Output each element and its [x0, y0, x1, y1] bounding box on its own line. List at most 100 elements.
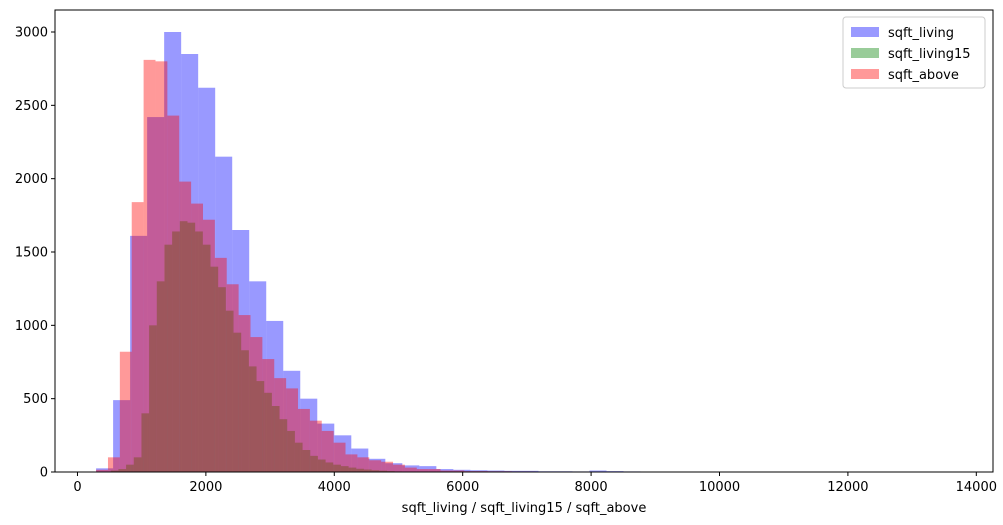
histogram-bar	[393, 464, 405, 472]
histogram-bar	[402, 465, 420, 472]
histogram-bar	[256, 381, 265, 472]
histogram-bar	[195, 231, 203, 472]
x-axis: 0 2000 4000 6000 8000 10000 12000 14000	[73, 472, 997, 495]
plot-frame	[54, 9, 994, 473]
histogram-bar	[164, 244, 173, 472]
histogram-bar	[179, 181, 192, 472]
histogram-bar	[589, 470, 607, 472]
x-tick-label: 6000	[446, 480, 479, 495]
histogram-bar	[302, 450, 311, 472]
histogram-bar	[333, 464, 341, 472]
histogram-bar	[348, 467, 357, 472]
series-sqft-living15	[110, 221, 457, 472]
histogram-bar	[118, 469, 127, 472]
y-tick-label: 1000	[15, 319, 48, 334]
x-axis-label: sqft_living / sqft_living15 / sqft_above	[402, 501, 647, 516]
histogram-bar	[181, 54, 199, 472]
histogram-bar	[279, 419, 288, 472]
histogram-bar	[155, 61, 168, 472]
histogram-bar	[130, 235, 148, 472]
histogram-bar	[96, 469, 108, 472]
x-tick-label: 14000	[956, 480, 997, 495]
histogram-bar	[156, 281, 165, 472]
histogram-bar	[133, 457, 142, 472]
histogram-bar	[470, 470, 488, 472]
histogram-bar	[309, 420, 322, 472]
histogram-bar	[287, 430, 295, 472]
histogram-bar	[250, 337, 263, 472]
x-tick-label: 8000	[575, 480, 608, 495]
histogram-bar	[214, 257, 227, 472]
histogram-bar	[238, 315, 251, 472]
histogram-bar	[521, 470, 539, 472]
histogram-bar	[149, 325, 157, 472]
histogram-bar	[404, 467, 417, 472]
histogram-bar	[381, 461, 394, 472]
histogram-bar	[187, 222, 196, 472]
histogram-bar	[357, 457, 370, 472]
y-tick-label: 500	[23, 392, 48, 407]
legend-label: sqft_living15	[888, 47, 971, 62]
histogram-bar	[325, 462, 334, 472]
histogram-bar	[286, 388, 299, 472]
histogram-bar	[202, 244, 211, 472]
y-tick-label: 0	[40, 466, 48, 481]
histogram-bar	[379, 470, 387, 472]
histogram-bar	[232, 230, 250, 472]
histogram-bar	[119, 351, 132, 472]
histogram-bar	[218, 287, 226, 472]
legend-label: sqft_living	[888, 26, 954, 41]
histogram-bar	[202, 219, 215, 472]
histogram-bar	[225, 310, 234, 472]
series-sqft-above	[96, 59, 655, 472]
histogram-bar	[385, 463, 403, 472]
histogram-bar	[487, 470, 505, 472]
histogram-bar	[96, 468, 114, 472]
histogram-bar	[504, 470, 522, 472]
histogram-bar	[371, 470, 380, 472]
histogram-bar	[294, 442, 303, 472]
histogram-bar	[266, 320, 284, 472]
legend-swatch	[851, 27, 879, 37]
histogram-bar	[317, 459, 326, 472]
histogram-bar	[363, 469, 372, 472]
histogram-bar	[241, 350, 249, 472]
histogram-bar	[164, 32, 182, 472]
y-tick-label: 3000	[15, 26, 48, 41]
histogram-bar	[369, 460, 382, 472]
histogram-bar	[147, 117, 165, 473]
histogram-bar	[333, 442, 346, 472]
legend: sqft_living sqft_living15 sqft_above	[842, 16, 986, 89]
bars-layer	[96, 32, 845, 473]
histogram-bar	[113, 400, 131, 472]
histogram-bar	[143, 59, 156, 472]
histogram-bar	[191, 203, 203, 472]
histogram-bar	[419, 466, 437, 472]
y-tick-label: 2000	[15, 172, 48, 187]
series-sqft-living	[96, 32, 845, 473]
histogram-bar	[283, 370, 301, 472]
histogram-bar	[141, 413, 150, 472]
y-axis: 0 500 1000 1500 2000 2500 3000	[15, 26, 55, 481]
histogram-bar	[334, 435, 352, 472]
histogram-bar	[340, 466, 349, 472]
histogram-bar	[356, 468, 364, 472]
histogram-bar	[131, 202, 144, 472]
y-tick-label: 1500	[15, 246, 48, 261]
histogram-bar	[198, 87, 216, 472]
histogram-bar	[179, 221, 188, 472]
histogram-bar	[368, 458, 386, 472]
histogram-bar	[351, 448, 369, 472]
histogram-bar	[310, 455, 318, 472]
histogram-bar	[436, 469, 454, 472]
histogram-bar	[271, 406, 280, 472]
x-tick-label: 10000	[699, 480, 740, 495]
histogram-bar	[317, 423, 335, 472]
histogram-bar	[110, 470, 119, 472]
histogram-bar	[210, 266, 219, 472]
histogram-bar	[264, 392, 272, 472]
x-tick-label: 4000	[318, 480, 351, 495]
histogram-bar	[440, 470, 453, 472]
histogram-bar	[300, 398, 318, 472]
